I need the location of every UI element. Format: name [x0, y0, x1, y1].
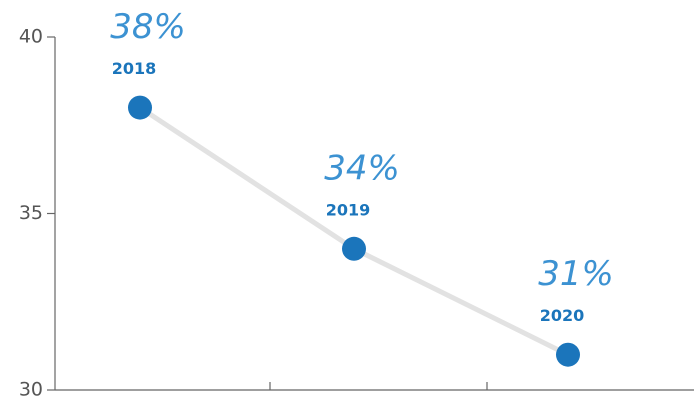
category-label: 2019: [326, 200, 371, 219]
value-label: 31%: [538, 254, 614, 294]
y-tick-label: 40: [19, 26, 43, 48]
value-label: 38%: [110, 7, 186, 47]
y-tick-label: 35: [19, 202, 43, 224]
value-label: 34%: [324, 148, 400, 188]
point: [556, 342, 580, 367]
line: [137, 105, 571, 358]
point: [342, 236, 366, 261]
category-label: 2020: [540, 306, 585, 325]
category-label: 2018: [112, 59, 157, 78]
y-tick-label: 30: [19, 379, 43, 401]
point: [128, 95, 152, 120]
